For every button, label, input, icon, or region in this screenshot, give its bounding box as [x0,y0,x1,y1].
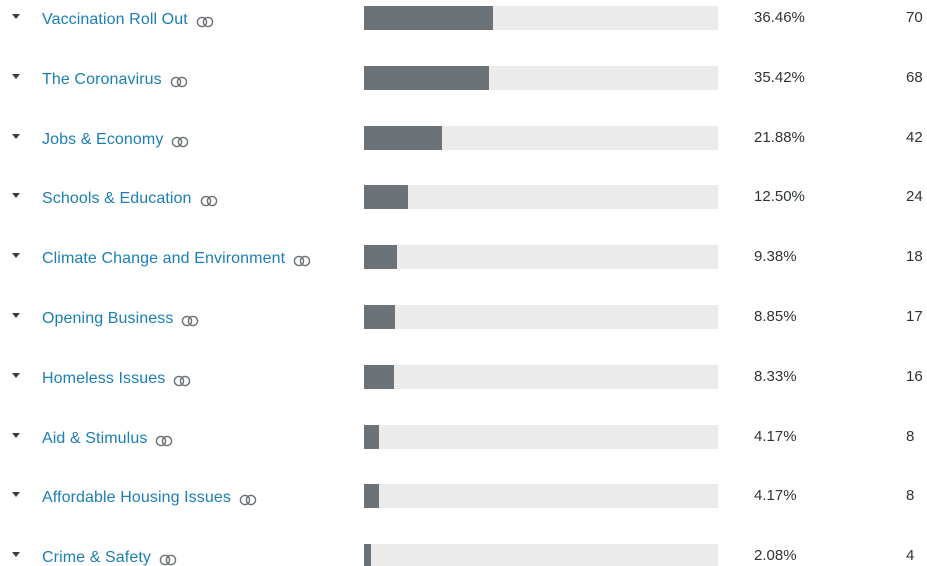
response-count: 16 [906,367,923,387]
caret-down-icon[interactable] [12,373,20,378]
linked-rings-icon[interactable] [180,314,200,326]
response-count: 8 [906,486,914,506]
answer-row: Jobs & Economy 21.88% 42 [0,120,927,160]
caret-down-icon[interactable] [12,313,20,318]
percent-label: 35.42% [754,68,805,88]
caret-down-icon[interactable] [12,492,20,497]
linked-rings-icon[interactable] [292,254,312,266]
percent-label: 8.85% [754,307,797,327]
caret-down-icon[interactable] [12,433,20,438]
bar-track [364,484,718,508]
percent-label: 21.88% [754,128,805,148]
answer-label[interactable]: Affordable Housing Issues [42,489,231,507]
caret-down-icon[interactable] [12,193,20,198]
bar [364,544,371,566]
answer-row: Opening Business 8.85% 17 [0,299,927,339]
response-count: 8 [906,427,914,447]
caret-down-icon[interactable] [12,552,20,557]
linked-rings-icon[interactable] [158,553,178,565]
response-count: 68 [906,68,923,88]
answer-label[interactable]: Aid & Stimulus [42,430,147,448]
answer-label-group: Aid & Stimulus [42,427,174,451]
answer-row: Crime & Safety 2.08% 4 [0,538,927,566]
answer-label[interactable]: Homeless Issues [42,370,165,388]
bar [364,484,379,508]
response-count: 17 [906,307,923,327]
bar [364,245,397,269]
percent-label: 4.17% [754,486,797,506]
percent-label: 2.08% [754,546,797,566]
answer-row: The Coronavirus 35.42% 68 [0,60,927,100]
answer-label[interactable]: Schools & Education [42,190,192,208]
bar [364,185,408,209]
bar-track [364,245,718,269]
answer-row: Homeless Issues 8.33% 16 [0,359,927,399]
answer-label-group: Schools & Education [42,187,219,211]
answer-label[interactable]: The Coronavirus [42,71,162,89]
answer-label[interactable]: Vaccination Roll Out [42,11,188,29]
linked-rings-icon[interactable] [154,434,174,446]
linked-rings-icon[interactable] [170,135,190,147]
answer-label[interactable]: Crime & Safety [42,549,151,566]
answer-row: Schools & Education 12.50% 24 [0,179,927,219]
bar-track [364,185,718,209]
bar [364,126,442,150]
bar-track [364,425,718,449]
bar-track [364,66,718,90]
bar [364,6,493,30]
percent-label: 12.50% [754,187,805,207]
answer-label-group: Opening Business [42,307,200,331]
bar-track [364,305,718,329]
bar-track [364,126,718,150]
response-count: 4 [906,546,914,566]
answer-label-group: The Coronavirus [42,68,189,92]
linked-rings-icon[interactable] [169,75,189,87]
percent-label: 36.46% [754,8,805,28]
answer-label[interactable]: Jobs & Economy [42,131,163,149]
linked-rings-icon[interactable] [195,15,215,27]
bar [364,305,395,329]
response-count: 24 [906,187,923,207]
caret-down-icon[interactable] [12,74,20,79]
answer-label[interactable]: Opening Business [42,310,173,328]
answer-row: Affordable Housing Issues 4.17% 8 [0,478,927,518]
linked-rings-icon[interactable] [199,194,219,206]
linked-rings-icon[interactable] [238,493,258,505]
bar-track [364,365,718,389]
response-count: 70 [906,8,923,28]
bar-track [364,6,718,30]
caret-down-icon[interactable] [12,14,20,19]
answer-label-group: Climate Change and Environment [42,247,312,271]
answer-label-group: Vaccination Roll Out [42,8,215,32]
caret-down-icon[interactable] [12,253,20,258]
answer-row: Vaccination Roll Out 36.46% 70 [0,0,927,40]
answer-label-group: Jobs & Economy [42,128,190,152]
response-count: 42 [906,128,923,148]
answer-row: Climate Change and Environment 9.38% 18 [0,239,927,279]
answer-label[interactable]: Climate Change and Environment [42,250,285,268]
caret-down-icon[interactable] [12,134,20,139]
bar [364,425,379,449]
percent-label: 4.17% [754,427,797,447]
bar [364,66,489,90]
answer-row: Aid & Stimulus 4.17% 8 [0,419,927,459]
bar [364,365,394,389]
percent-label: 9.38% [754,247,797,267]
answer-label-group: Crime & Safety [42,546,178,566]
bar-track [364,544,718,566]
linked-rings-icon[interactable] [172,374,192,386]
answer-label-group: Homeless Issues [42,367,192,391]
answer-label-group: Affordable Housing Issues [42,486,258,510]
response-count: 18 [906,247,923,267]
percent-label: 8.33% [754,367,797,387]
